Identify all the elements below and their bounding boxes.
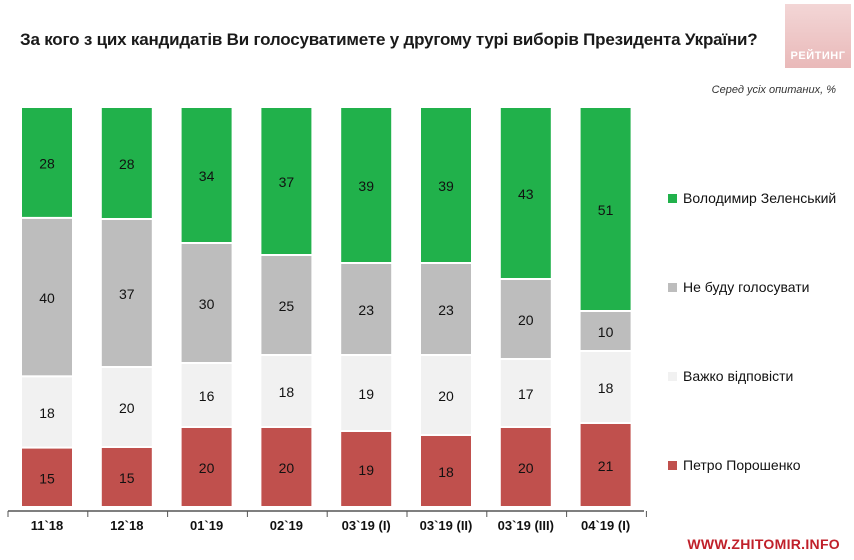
bar-segment-not-vote bbox=[500, 280, 551, 358]
legend-swatch-hard-to-say bbox=[668, 371, 677, 381]
data-label: 21 bbox=[598, 458, 614, 474]
x-tick-label: 01`19 bbox=[190, 518, 223, 533]
legend-swatch-not-vote bbox=[668, 282, 677, 292]
bar-segment-hard-to-say bbox=[22, 377, 72, 447]
legend-item-not-vote: Не буду голосувати bbox=[668, 279, 809, 295]
data-label: 18 bbox=[598, 380, 614, 396]
bar-segment-poroshenko bbox=[261, 428, 312, 506]
bar-segment-zelensky bbox=[421, 108, 471, 262]
bar-segment-not-vote bbox=[181, 244, 232, 362]
bar-segment-not-vote bbox=[22, 218, 72, 376]
x-tick-label: 04`19 (I) bbox=[581, 518, 630, 533]
data-label: 16 bbox=[199, 388, 215, 404]
data-label: 18 bbox=[438, 464, 454, 480]
bar-segment-zelensky bbox=[181, 108, 232, 242]
legend-swatch-zelensky bbox=[668, 193, 677, 203]
x-tick-label: 03`19 (I) bbox=[342, 518, 391, 533]
bar-segment-not-vote bbox=[101, 220, 152, 366]
bar-segment-zelensky bbox=[580, 108, 631, 310]
data-label: 39 bbox=[438, 178, 454, 194]
data-label: 17 bbox=[518, 386, 534, 402]
legend-label-zelensky: Володимир Зеленський bbox=[683, 190, 837, 206]
legend-swatch-poroshenko bbox=[668, 460, 677, 470]
bar-segment-zelensky bbox=[341, 108, 392, 262]
bar-segment-poroshenko bbox=[500, 428, 551, 506]
data-label: 20 bbox=[119, 400, 135, 416]
bar-segment-not-vote bbox=[580, 312, 631, 350]
bar-segment-not-vote bbox=[261, 256, 312, 354]
legend-label-hard-to-say: Важко відповісти bbox=[683, 368, 794, 384]
bar-segment-zelensky bbox=[22, 108, 72, 217]
bar-segment-hard-to-say bbox=[500, 360, 551, 426]
chart-subtitle: Серед усіх опитаних, % bbox=[711, 84, 836, 96]
bar-segment-hard-to-say bbox=[101, 368, 152, 446]
x-tick-label: 11`18 bbox=[31, 518, 64, 533]
data-label: 18 bbox=[279, 384, 295, 400]
legend-item-hard-to-say: Важко відповісти bbox=[668, 368, 793, 384]
bar-segment-hard-to-say bbox=[341, 356, 392, 430]
rating-logo: РЕЙТИНГ bbox=[785, 4, 851, 68]
bar-segment-zelensky bbox=[261, 108, 312, 254]
bar-segment-zelensky bbox=[101, 108, 152, 218]
data-label: 23 bbox=[358, 302, 374, 318]
legend-label-not-vote: Не буду голосувати bbox=[683, 279, 810, 295]
x-tick-label: 02`19 bbox=[270, 518, 303, 533]
x-tick-label: 03`19 (II) bbox=[420, 518, 473, 533]
data-label: 43 bbox=[518, 186, 534, 202]
data-label: 39 bbox=[358, 178, 374, 194]
bar-segment-poroshenko bbox=[181, 428, 232, 506]
data-label: 20 bbox=[518, 312, 534, 328]
data-label: 15 bbox=[39, 470, 55, 486]
watermark: WWW.ZHITOMIR.INFO bbox=[687, 536, 840, 552]
chart-title: За кого з цих кандидатів Ви голосуватиме… bbox=[20, 30, 758, 49]
bar-segment-poroshenko bbox=[580, 424, 631, 506]
bar-segment-not-vote bbox=[341, 264, 392, 354]
data-label: 20 bbox=[438, 388, 454, 404]
bar-segment-zelensky bbox=[500, 108, 551, 278]
data-label: 34 bbox=[199, 168, 215, 184]
bar-segment-poroshenko bbox=[22, 448, 72, 506]
data-label: 37 bbox=[119, 286, 135, 302]
bar-segment-hard-to-say bbox=[421, 356, 471, 434]
data-label: 18 bbox=[39, 405, 55, 421]
data-label: 28 bbox=[39, 155, 55, 171]
data-label: 20 bbox=[199, 460, 215, 476]
legend-item-zelensky: Володимир Зеленський bbox=[668, 190, 836, 206]
data-label: 19 bbox=[358, 386, 374, 402]
data-label: 51 bbox=[598, 202, 614, 218]
bar-segment-hard-to-say bbox=[580, 352, 631, 422]
data-label: 28 bbox=[119, 156, 135, 172]
bar-segment-not-vote bbox=[421, 264, 471, 354]
bar-segment-hard-to-say bbox=[181, 364, 232, 426]
legend-label-poroshenko: Петро Порошенко bbox=[683, 457, 801, 473]
data-label: 20 bbox=[279, 460, 295, 476]
bar-segment-hard-to-say bbox=[261, 356, 312, 426]
data-label: 19 bbox=[358, 462, 374, 478]
bar-segment-poroshenko bbox=[421, 436, 471, 506]
x-tick-label: 03`19 (III) bbox=[498, 518, 554, 533]
data-label: 10 bbox=[598, 324, 614, 340]
data-label: 25 bbox=[279, 298, 295, 314]
data-label: 30 bbox=[199, 296, 215, 312]
data-label: 20 bbox=[518, 460, 534, 476]
data-label: 23 bbox=[438, 302, 454, 318]
bar-segment-poroshenko bbox=[101, 448, 152, 506]
bar-segment-poroshenko bbox=[341, 432, 392, 506]
data-label: 37 bbox=[279, 174, 295, 190]
legend-item-poroshenko: Петро Порошенко bbox=[668, 457, 801, 473]
x-tick-label: 12`18 bbox=[110, 518, 143, 533]
data-label: 40 bbox=[39, 290, 55, 306]
data-label: 15 bbox=[119, 470, 135, 486]
